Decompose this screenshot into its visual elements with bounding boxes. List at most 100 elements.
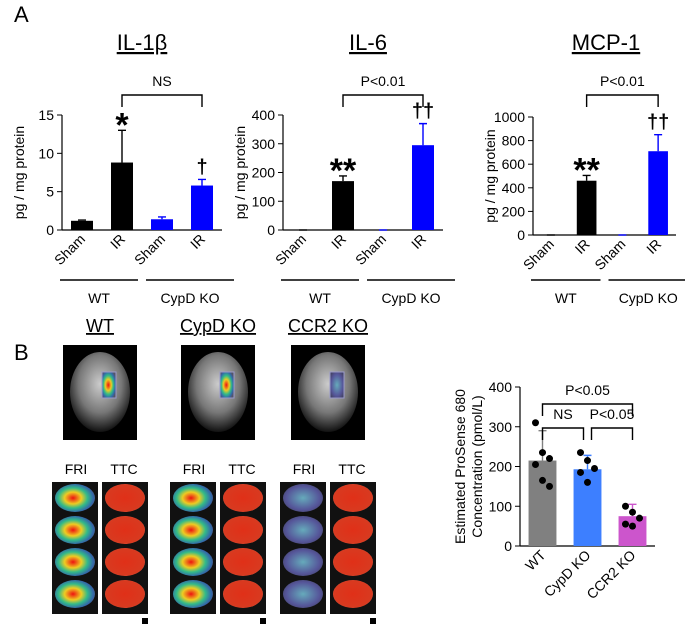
error-bar [158,216,166,220]
slice-ttc [105,484,145,512]
comparison-bracket [541,403,634,416]
bar [618,516,647,546]
scale-bar [370,618,376,624]
slice-fri [283,580,323,608]
slice-fri [173,580,213,608]
scale-bar [260,618,266,624]
y-axis-label: pg / mg protein [11,126,27,219]
comparison-label: P<0.01 [361,73,406,89]
y-tick-label: 0 [267,222,275,238]
data-point [577,468,584,476]
group-label: CypD KO [619,290,678,306]
x-tick-label: IR [643,236,664,257]
bar [151,219,173,230]
panel-label: B [14,340,29,365]
comparison-bracket [590,427,634,440]
y-tick-label: 800 [502,133,526,149]
slice-fri [55,580,95,608]
image-label: TTC [228,461,255,477]
y-tick-label: 600 [502,156,526,172]
x-tick-label: WT [522,546,549,573]
x-tick-label: CCR2 KO [583,547,638,602]
slice-fri [283,548,323,576]
y-tick-label: 5 [46,184,54,200]
group-label: CypD KO [160,290,219,306]
chart-title: MCP-1 [572,30,640,55]
error-bar [654,134,663,152]
bar [111,162,133,230]
y-tick-label: 400 [252,107,276,123]
bar [412,145,434,230]
signal [329,371,345,399]
data-point [622,520,629,528]
slice-fri [173,548,213,576]
error-bar [118,129,126,163]
x-tick-label: IR [328,231,349,252]
chart-title: IL-6 [349,30,387,55]
y-axis-label: Estimated ProSense 680 [452,389,468,544]
bar [576,180,597,235]
slice-ttc [333,548,373,576]
image-label: FRI [293,461,316,477]
y-tick-label: 300 [252,136,276,152]
slice-fri [55,548,95,576]
y-tick-label: 0 [517,227,525,243]
group-label: WT [555,290,577,306]
data-point [636,514,643,522]
chart-title: IL-1β [117,30,168,55]
comparison-label: NS [553,406,572,422]
bar [191,185,213,230]
x-tick-label: Sham [591,236,628,273]
y-tick-label: 200 [489,459,513,475]
image-label: TTC [338,461,365,477]
error-bar [582,174,591,181]
x-tick-label: Sham [272,231,309,268]
y-tick-label: 1000 [494,109,525,125]
comparison-label: P<0.05 [565,382,610,398]
slice-ttc [105,548,145,576]
image-title: CypD KO [180,316,256,336]
panel-label: A [14,2,29,27]
significance-mark: †† [412,101,434,123]
bar [332,181,354,230]
comparison-label: P<0.05 [590,406,635,422]
x-tick-label: IR [107,231,128,252]
significance-mark: ** [330,152,357,190]
significance-mark: †† [647,112,669,134]
data-point [546,455,553,463]
slice-fri [55,516,95,544]
head [298,352,358,432]
comparison-label: P<0.01 [600,73,645,89]
y-tick-label: 15 [38,107,54,123]
data-point [539,449,546,457]
y-tick-label: 0 [46,222,54,238]
significance-mark: * [115,106,129,144]
slice-ttc [333,580,373,608]
image-title: CCR2 KO [288,316,368,336]
y-tick-label: 0 [504,538,512,554]
y-tick-label: 200 [252,165,276,181]
error-bar [198,178,206,186]
slice-ttc [223,548,263,576]
y-tick-label: 100 [252,193,276,209]
image-label: TTC [110,461,137,477]
significance-mark: † [196,156,207,178]
y-axis-label: pg / mg protein [232,126,248,219]
slice-ttc [223,580,263,608]
slice-ttc [105,580,145,608]
error-bar [419,122,427,146]
slice-ttc [105,516,145,544]
slice-ttc [223,484,263,512]
comparison-bracket [342,94,424,107]
comparison-label: NS [152,73,171,89]
data-point [577,449,584,457]
data-point [532,419,539,427]
slice-fri [55,484,95,512]
data-point [539,476,546,484]
data-point [532,461,539,469]
data-point [546,482,553,490]
slice-fri [173,484,213,512]
bar [648,151,668,235]
y-tick-label: 10 [38,145,54,161]
